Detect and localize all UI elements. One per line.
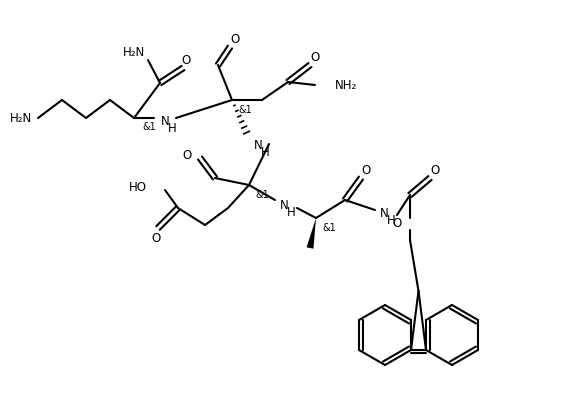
- Text: O: O: [361, 164, 371, 177]
- Text: &1: &1: [142, 122, 156, 132]
- Text: N: N: [380, 206, 389, 219]
- Text: &1: &1: [238, 105, 252, 115]
- Polygon shape: [307, 218, 316, 249]
- Text: N: N: [280, 199, 289, 212]
- Text: &1: &1: [255, 190, 269, 200]
- Text: O: O: [182, 54, 191, 67]
- Text: O: O: [393, 216, 402, 229]
- Text: N: N: [254, 139, 263, 152]
- Text: H: H: [168, 121, 177, 134]
- Text: O: O: [230, 32, 240, 45]
- Text: O: O: [183, 149, 192, 162]
- Text: O: O: [310, 50, 320, 63]
- Text: HO: HO: [129, 180, 147, 193]
- Text: &1: &1: [322, 223, 336, 233]
- Text: N: N: [161, 115, 170, 128]
- Text: NH₂: NH₂: [335, 78, 357, 91]
- Text: O: O: [430, 164, 440, 177]
- Text: O: O: [151, 232, 161, 245]
- Text: H₂N: H₂N: [123, 45, 145, 58]
- Text: H: H: [387, 214, 396, 227]
- Text: H: H: [287, 206, 296, 219]
- Text: H: H: [261, 145, 270, 158]
- Text: H₂N: H₂N: [10, 112, 32, 125]
